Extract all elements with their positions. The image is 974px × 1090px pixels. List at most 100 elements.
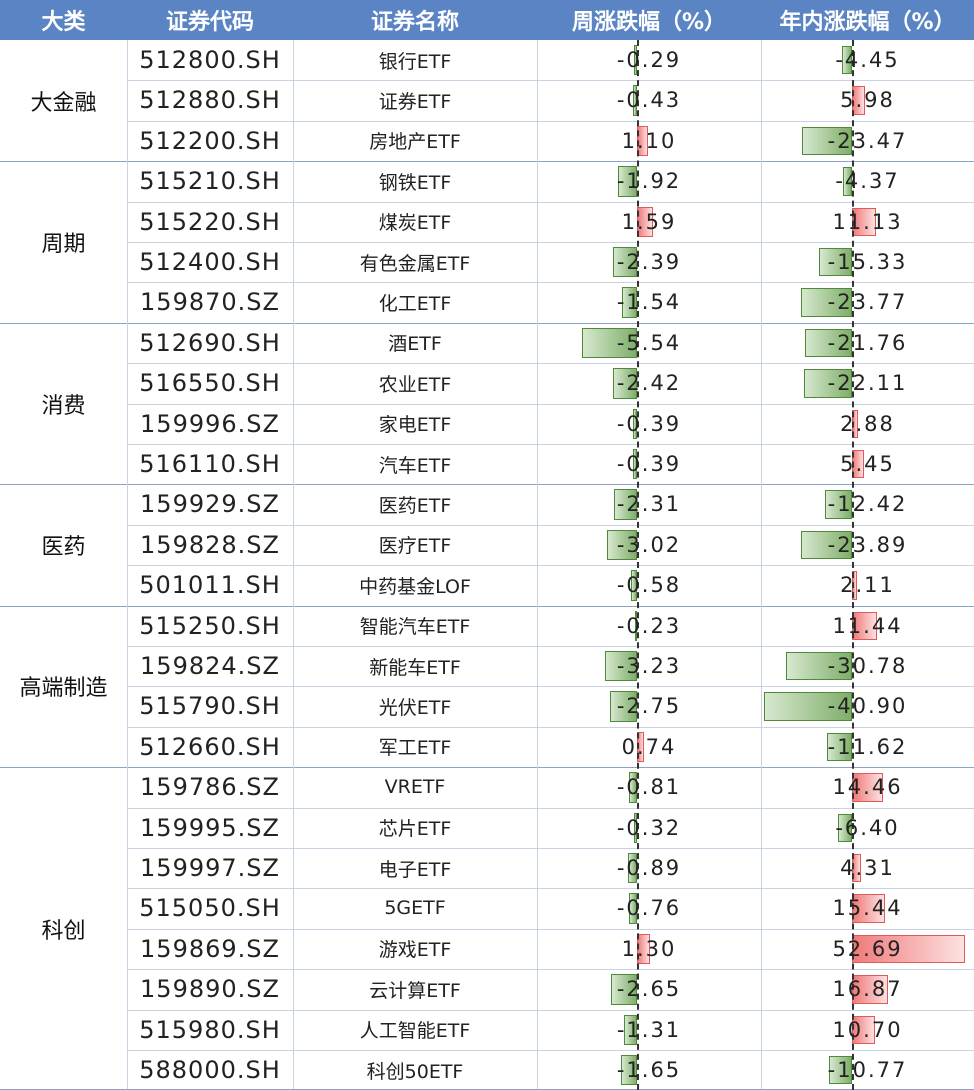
weekly-change-value: 1.59 <box>621 209 677 234</box>
weekly-change-value: -0.39 <box>616 411 682 436</box>
ytd-change-value: -30.78 <box>827 654 908 678</box>
security-code: 515790.SH <box>139 692 281 721</box>
row-divider <box>127 969 974 971</box>
weekly-change-bar <box>628 772 637 803</box>
security-name: 煤炭ETF <box>378 212 452 235</box>
security-code: 512800.SH <box>139 46 281 74</box>
weekly-change-value: 0.74 <box>621 734 677 759</box>
security-code: 159890.SZ <box>140 975 280 1004</box>
weekly-change-bar <box>604 651 637 682</box>
ytd-change-value: 11.13 <box>832 209 903 234</box>
category-label: 消费 <box>41 393 86 419</box>
ytd-change-value: -4.45 <box>835 48 900 72</box>
row-divider <box>127 444 974 445</box>
ytd-change-value: -23.47 <box>827 128 908 153</box>
ytd-change-bar <box>801 126 852 156</box>
header-ytd-change: 年内涨跌幅（%） <box>761 0 974 40</box>
security-name: 云计算ETF <box>369 979 461 1002</box>
security-name: 证券ETF <box>378 90 452 113</box>
ytd-change-value: -22.11 <box>827 371 908 396</box>
row-divider <box>127 282 974 284</box>
security-name: 房地产ETF <box>369 131 461 154</box>
ytd-change-value: 14.46 <box>832 775 903 800</box>
security-name: 家电ETF <box>378 414 452 437</box>
security-code: 501011.SH <box>139 571 281 600</box>
weekly-change-bar <box>633 449 637 480</box>
weekly-change-bar <box>633 408 637 439</box>
ytd-change-value: 11.44 <box>832 613 903 638</box>
security-name: 新能车ETF <box>369 656 461 679</box>
ytd-change-value: -15.33 <box>827 250 908 274</box>
weekly-change-value: -1.65 <box>616 1058 682 1082</box>
ytd-change-value: 52.69 <box>832 936 903 961</box>
ytd-change-bar <box>804 369 852 398</box>
security-code: 588000.SH <box>139 1056 281 1084</box>
weekly-change-bar <box>631 570 637 601</box>
weekly-change-value: -0.32 <box>616 815 682 840</box>
weekly-change-bar <box>610 974 637 1005</box>
weekly-change-value: -0.43 <box>616 88 682 113</box>
row-divider <box>127 80 974 82</box>
ytd-change-value: -10.77 <box>827 1058 908 1082</box>
ytd-change-bar <box>842 46 852 75</box>
category-label: 医药 <box>41 534 86 560</box>
security-name: 农业ETF <box>378 373 452 396</box>
weekly-change-value: -3.23 <box>616 654 682 678</box>
weekly-change-value: -2.42 <box>616 371 682 396</box>
weekly-change-bar <box>613 489 637 520</box>
security-name: 光伏ETF <box>378 696 452 719</box>
security-name: 有色金属ETF <box>359 252 471 275</box>
security-code: 515210.SH <box>139 167 281 196</box>
security-name: 银行ETF <box>378 50 452 73</box>
header-name: 证券名称 <box>293 0 537 40</box>
security-name: 汽车ETF <box>378 454 452 477</box>
group-divider <box>0 767 974 769</box>
ytd-change-value: 15.44 <box>832 896 903 921</box>
weekly-change-bar <box>628 853 637 884</box>
weekly-change-bar <box>613 247 637 278</box>
group-divider <box>0 161 974 163</box>
ytd-change-value: 5.45 <box>840 452 895 476</box>
ytd-change-bar <box>805 328 852 358</box>
row-divider <box>127 201 974 203</box>
ytd-change-bar <box>825 490 852 519</box>
group-divider <box>0 484 974 486</box>
ytd-change-bar <box>819 248 852 277</box>
security-code: 515250.SH <box>139 611 281 640</box>
ytd-change-bar <box>838 813 852 842</box>
security-code: 516550.SH <box>139 369 281 398</box>
security-name: 军工ETF <box>378 737 452 760</box>
security-code: 512400.SH <box>139 248 281 276</box>
weekly-change-value: -5.54 <box>616 330 682 355</box>
column-divider <box>127 40 128 1090</box>
ytd-change-bar <box>764 692 852 721</box>
header-category: 大类 <box>0 0 127 40</box>
weekly-change-value: -0.89 <box>616 856 682 880</box>
weekly-change-bar <box>634 610 637 641</box>
security-code: 159828.SZ <box>140 530 280 559</box>
security-code: 512200.SH <box>139 126 281 155</box>
security-code: 159870.SZ <box>140 288 280 317</box>
category-label: 科创 <box>41 918 86 944</box>
row-divider <box>127 686 974 688</box>
security-name: 医疗ETF <box>378 535 452 558</box>
security-name: 电子ETF <box>378 858 452 881</box>
security-code: 159869.SZ <box>140 934 280 963</box>
ytd-zero-axis <box>852 40 854 1090</box>
weekly-change-bar <box>634 45 637 76</box>
security-code: 159929.SZ <box>140 490 280 519</box>
weekly-change-value: -2.39 <box>616 250 682 274</box>
row-divider <box>127 1050 974 1051</box>
row-divider <box>127 646 974 647</box>
category-label: 高端制造 <box>19 676 108 702</box>
category-label: 周期 <box>41 231 86 257</box>
weekly-change-value: -3.02 <box>616 532 682 557</box>
security-code: 515220.SH <box>139 207 281 236</box>
header-weekly-change: 周涨跌幅（%） <box>537 0 761 40</box>
weekly-change-bar <box>632 85 637 116</box>
weekly-change-value: -1.92 <box>616 169 682 194</box>
ytd-change-value: -23.77 <box>827 290 908 315</box>
column-divider <box>293 40 294 1090</box>
weekly-change-bar <box>633 812 637 843</box>
